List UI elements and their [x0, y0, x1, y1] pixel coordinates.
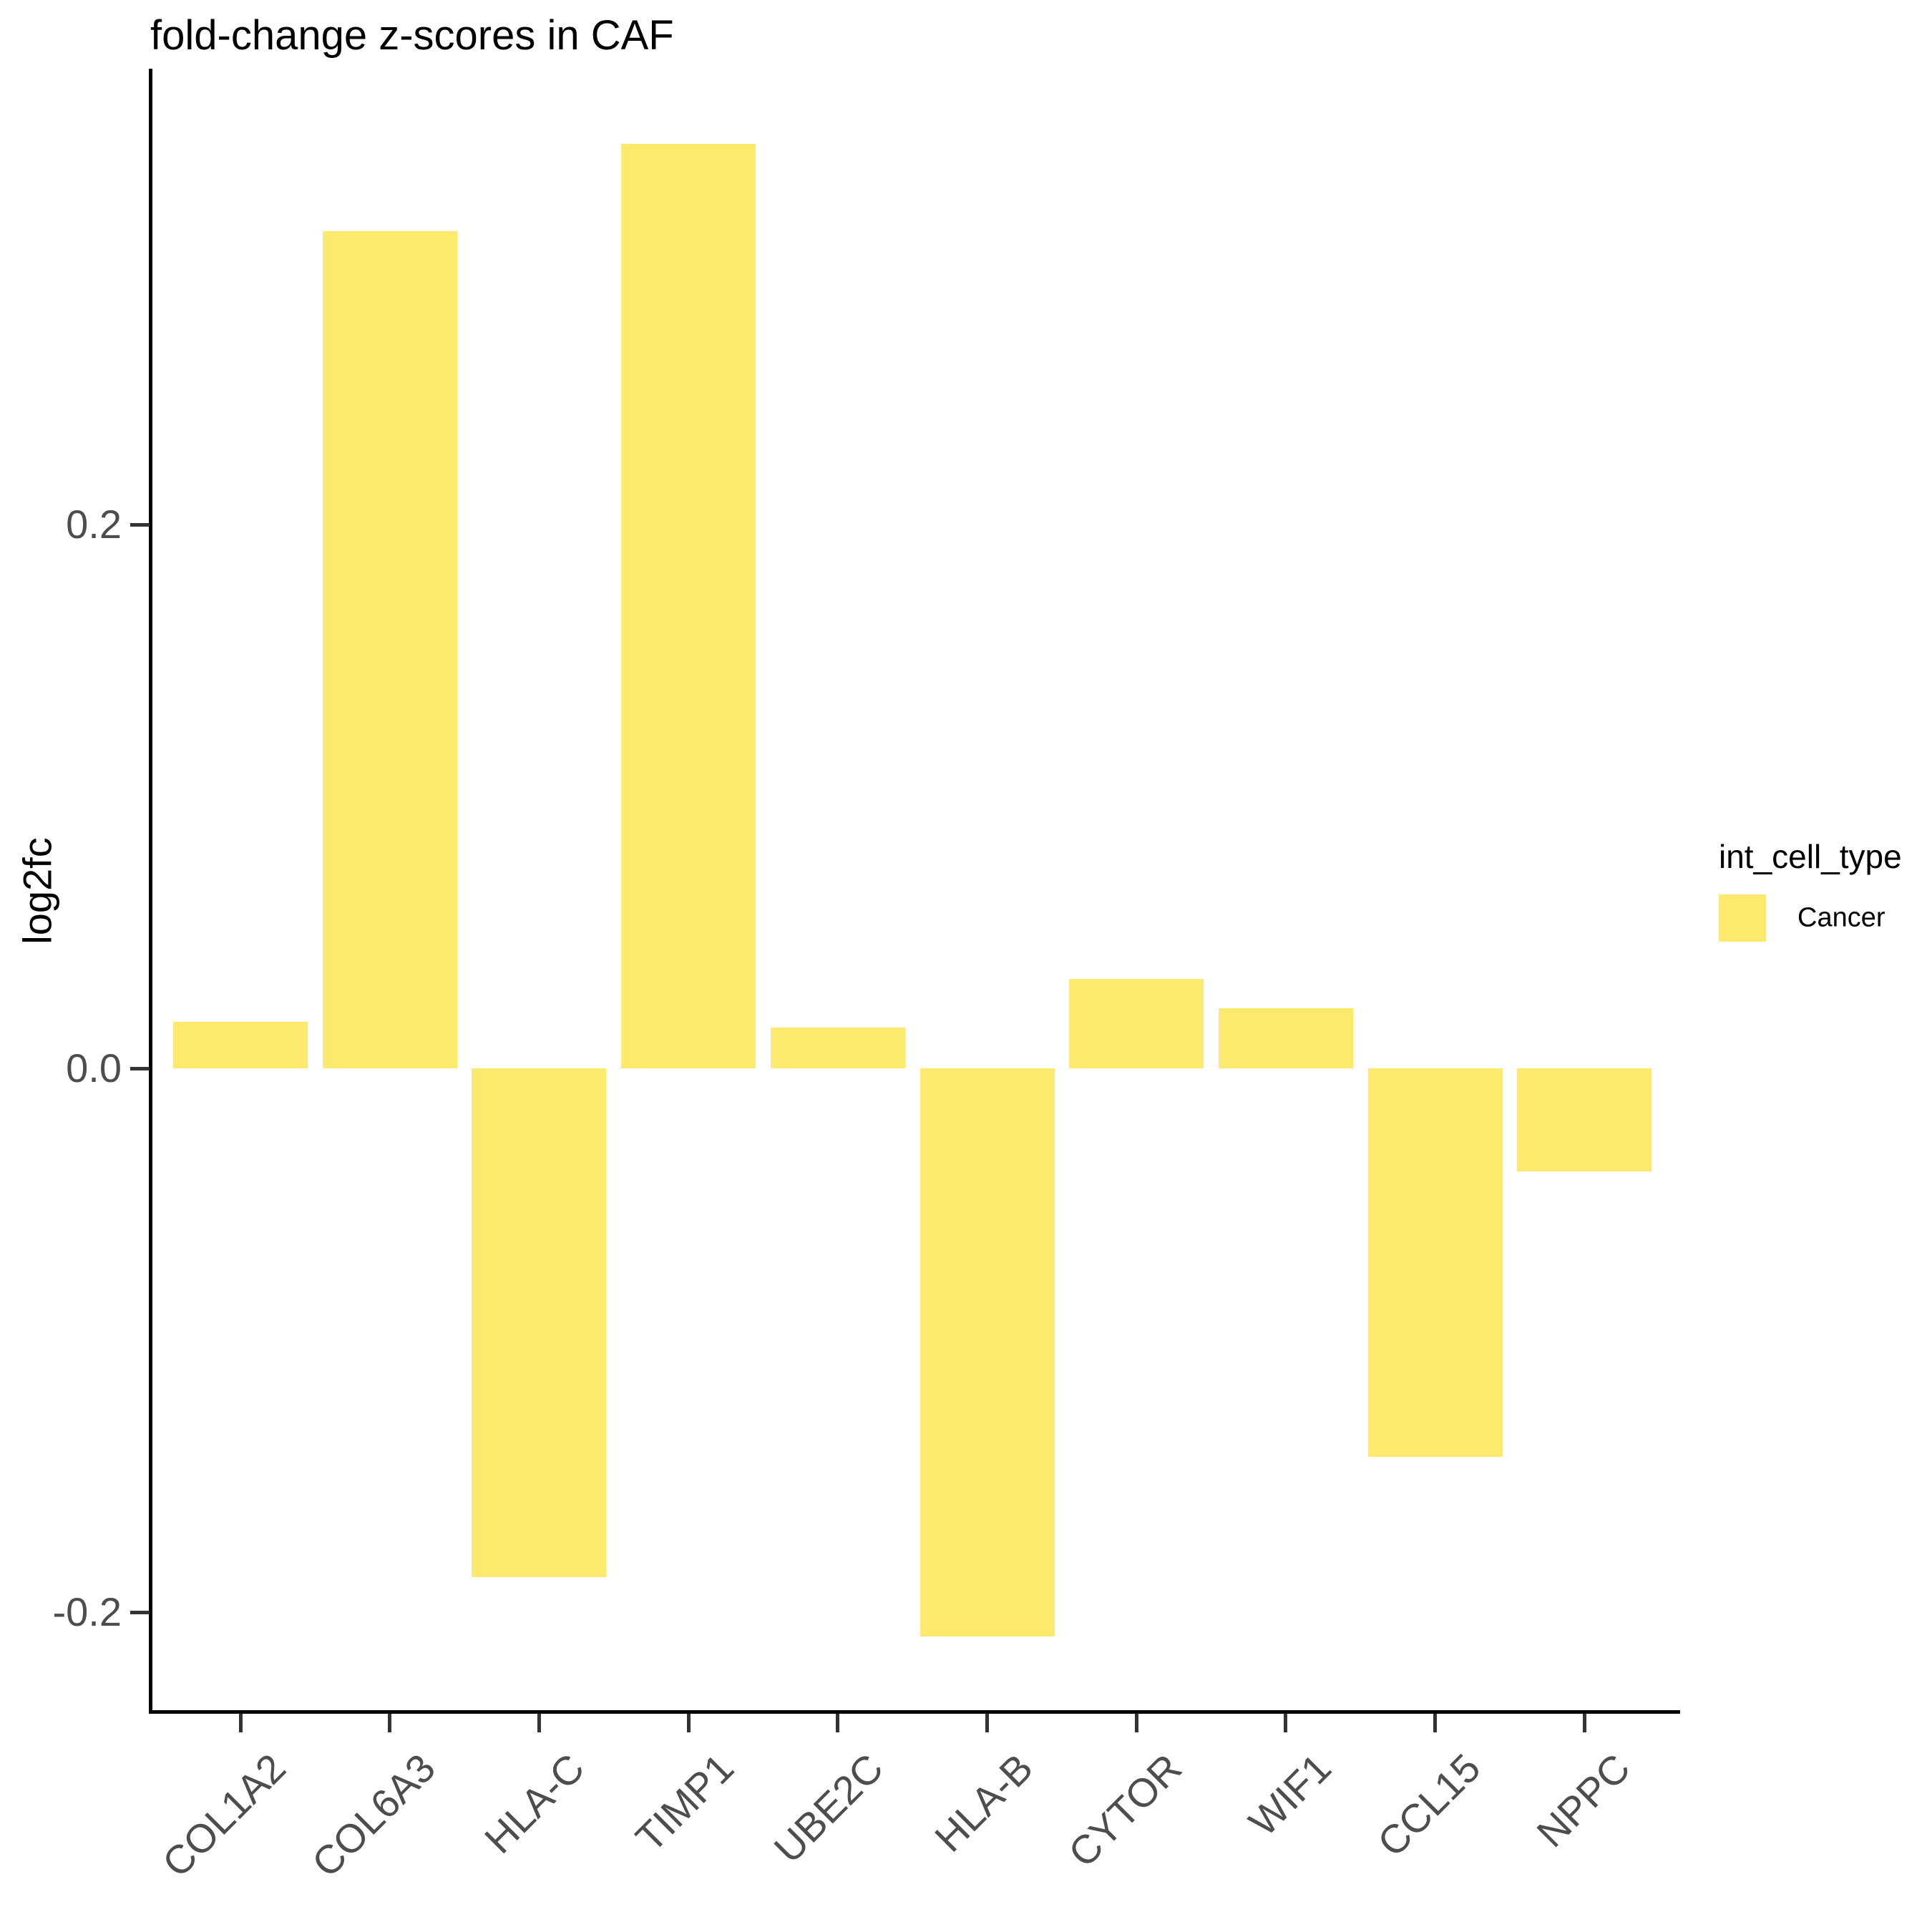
- chart-title: fold-change z-scores in CAF: [150, 12, 674, 59]
- legend-key-swatch: [1719, 894, 1766, 942]
- y-axis-line: [149, 69, 152, 1714]
- x-tick-label-CCL15: CCL15: [1369, 1745, 1489, 1865]
- x-tick-label-HLA-B: HLA-B: [925, 1745, 1041, 1860]
- y-tick-0.2: [130, 522, 150, 527]
- x-tick-COL1A2: [238, 1714, 243, 1732]
- x-tick-label-CYTOR: CYTOR: [1060, 1745, 1191, 1876]
- x-tick-label-UBE2C: UBE2C: [765, 1745, 892, 1872]
- x-tick-label-COL6A3: COL6A3: [303, 1745, 444, 1886]
- y-tick-0.0: [130, 1066, 150, 1070]
- x-tick-label-NPPC: NPPC: [1527, 1745, 1639, 1856]
- y-tick-label-0.0: 0.0: [66, 1045, 122, 1091]
- legend-title: int_cell_type: [1719, 838, 1902, 875]
- bar-CCL15: [1367, 1068, 1503, 1458]
- bar-UBE2C: [770, 1028, 905, 1068]
- x-tick-HLA-B: [985, 1714, 989, 1732]
- bar-HLA-B: [919, 1068, 1055, 1637]
- bar-WIF1: [1218, 1008, 1353, 1068]
- legend: int_cell_type Cancer: [1719, 837, 1902, 942]
- y-tick--0.2: [130, 1610, 150, 1614]
- x-tick-COL6A3: [388, 1714, 392, 1732]
- x-tick-NPPC: [1582, 1714, 1586, 1732]
- bar-HLA-C: [472, 1068, 607, 1577]
- x-tick-TIMP1: [686, 1714, 691, 1732]
- bar-COL6A3: [322, 230, 457, 1068]
- x-tick-WIF1: [1284, 1714, 1288, 1732]
- x-axis-line: [149, 1710, 1680, 1714]
- bar-CYTOR: [1069, 978, 1204, 1068]
- y-tick-label--0.2: -0.2: [52, 1589, 122, 1634]
- x-tick-label-COL1A2: COL1A2: [153, 1745, 295, 1886]
- legend-item-label: Cancer: [1797, 902, 1885, 933]
- legend-item-cancer: Cancer: [1719, 894, 1902, 942]
- y-axis-title: log2fc: [14, 837, 60, 945]
- x-tick-label-WIF1: WIF1: [1240, 1745, 1340, 1845]
- x-tick-CYTOR: [1134, 1714, 1138, 1732]
- bar-COL1A2: [173, 1022, 308, 1068]
- x-tick-CCL15: [1433, 1714, 1438, 1732]
- x-tick-HLA-C: [537, 1714, 541, 1732]
- x-tick-UBE2C: [836, 1714, 840, 1732]
- bar-NPPC: [1517, 1068, 1652, 1172]
- x-tick-label-TIMP1: TIMP1: [627, 1745, 743, 1860]
- bar-TIMP1: [621, 144, 756, 1068]
- x-tick-label-HLA-C: HLA-C: [476, 1745, 593, 1863]
- y-tick-label-0.2: 0.2: [66, 502, 122, 547]
